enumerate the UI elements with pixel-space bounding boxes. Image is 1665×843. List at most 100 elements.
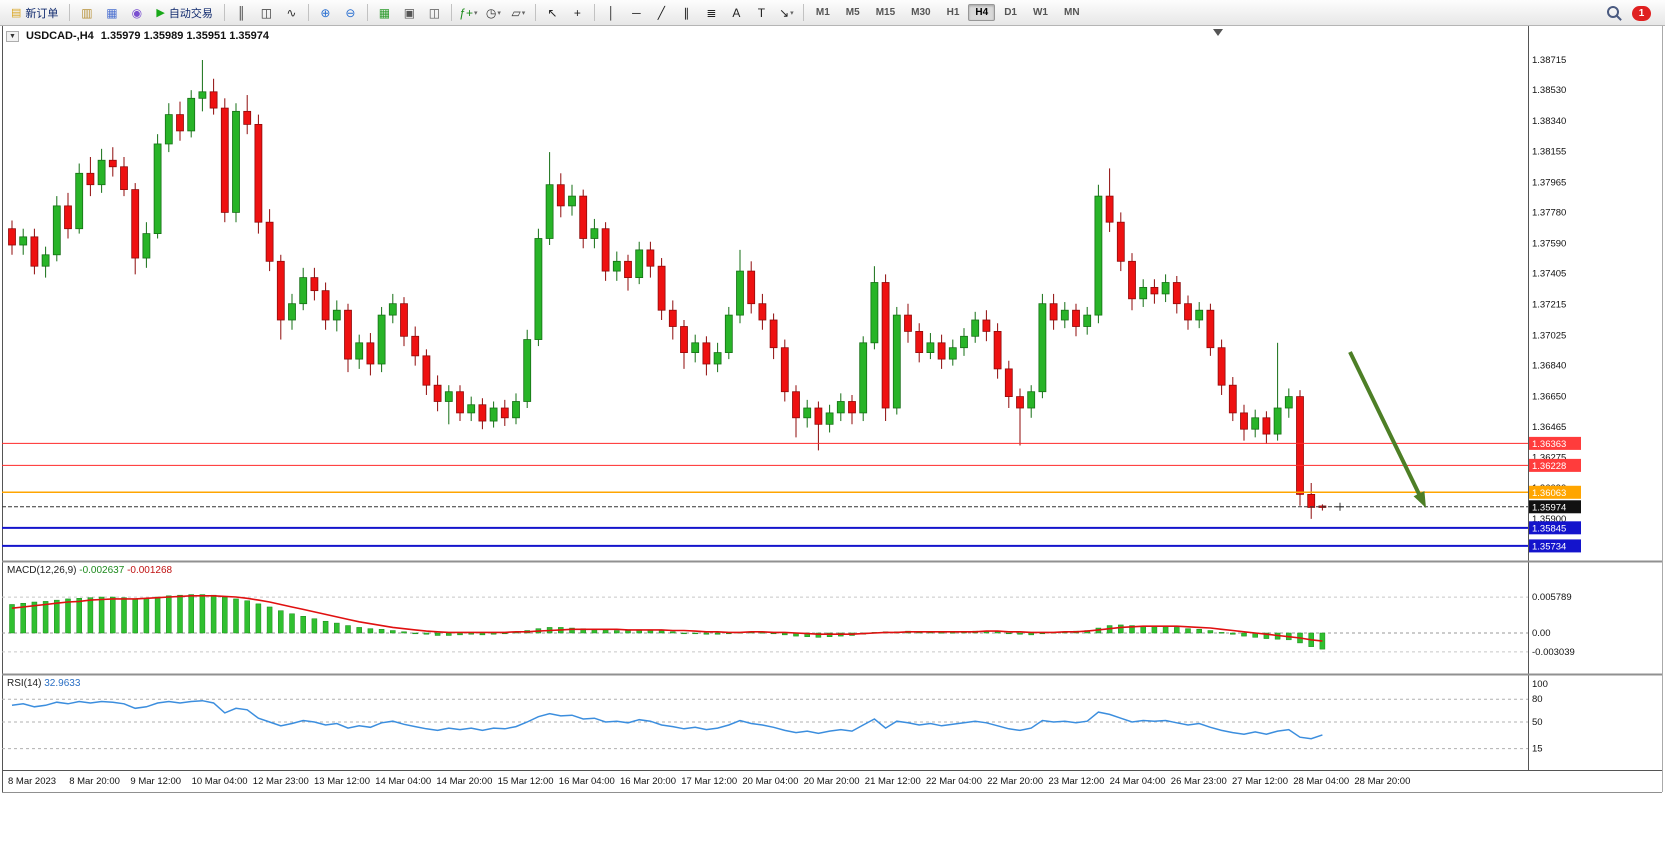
candle-body <box>467 404 476 414</box>
autotrading-button[interactable]: ▶ 自动交易 <box>149 2 219 24</box>
timeframe-mn[interactable]: MN <box>1063 7 1080 18</box>
macd-signal-value: -0.001268 <box>127 565 173 576</box>
tile-vertical-icon[interactable]: ◫ <box>422 2 447 24</box>
timeframe-m15[interactable]: M15 <box>875 7 896 18</box>
candle-body <box>41 254 50 267</box>
candle-body <box>299 277 308 305</box>
timeframe-m1[interactable]: M1 <box>815 7 830 18</box>
macd-histogram-bar <box>322 620 329 634</box>
cursor-icon[interactable]: ↖ <box>540 2 565 24</box>
toolbar-separator <box>69 4 71 21</box>
search-icon[interactable] <box>1607 5 1622 21</box>
macd-histogram-bar <box>1017 632 1023 635</box>
refresh-icon[interactable]: ◉ <box>124 2 149 24</box>
zoom-in-icon: ⊕ <box>320 5 331 20</box>
candle-body <box>960 335 968 349</box>
zoom-in-icon[interactable]: ⊕ <box>313 2 338 24</box>
macd-histogram-bar <box>1196 629 1202 634</box>
time-axis-label: 26 Mar 23:00 <box>1171 776 1227 787</box>
candle-body <box>332 309 341 321</box>
text-icon[interactable]: A <box>724 2 749 24</box>
text-label-icon[interactable]: T <box>749 2 774 24</box>
candle-body <box>1307 493 1316 508</box>
candle-body <box>1184 303 1192 321</box>
templates-icon[interactable]: ▱ ▾ <box>506 2 531 24</box>
timeframe-m5[interactable]: M5 <box>845 7 860 18</box>
candle-body <box>86 172 95 186</box>
current-price-tag-text: 1.35974 <box>1532 502 1566 513</box>
candle-body <box>646 249 655 267</box>
candle-body <box>1072 309 1080 327</box>
fibonacci-icon[interactable]: ≣ <box>699 2 724 24</box>
templates-icon: ▱ <box>511 5 521 20</box>
time-axis-label: 10 Mar 04:00 <box>192 776 248 787</box>
charts-icon[interactable]: ▥ <box>74 2 99 24</box>
timeframe-m30[interactable]: M30 <box>911 7 931 18</box>
macd-histogram-bar <box>714 632 721 635</box>
candle-body <box>478 404 487 422</box>
line-chart-icon[interactable]: ∿ <box>279 2 304 24</box>
horizontal-line-icon: ─ <box>632 5 641 20</box>
candle-body <box>948 347 957 360</box>
macd-histogram-bar <box>1129 625 1135 634</box>
candle-body <box>120 166 128 190</box>
candle-body <box>276 260 285 321</box>
arrows-icon[interactable]: ↘ ▾ <box>774 2 799 24</box>
macd-histogram-bar <box>188 594 194 634</box>
timeframe-d1[interactable]: D1 <box>1004 7 1017 18</box>
new-order-button[interactable]: ▤ 新订单 <box>4 2 65 24</box>
crosshair-icon[interactable]: + <box>565 2 590 24</box>
macd-histogram-bar <box>9 604 15 634</box>
candle-body <box>1150 286 1159 295</box>
candle-body <box>534 238 543 340</box>
candle-body <box>8 228 16 246</box>
macd-histogram-bar <box>1174 627 1180 634</box>
channel-icon[interactable]: ∥ <box>674 2 699 24</box>
candle-body <box>1161 282 1170 295</box>
price-axis-label: 1.36840 <box>1532 361 1566 372</box>
candle-body <box>859 342 868 414</box>
bar-chart-icon[interactable]: ║ <box>229 2 254 24</box>
price-tags: 1.36363 1.36228 1.36063 1.35845 1.35734 1.359… <box>1529 436 1581 553</box>
profiles-icon[interactable]: ▦ <box>99 2 124 24</box>
candle-body <box>355 342 364 360</box>
toolbar-right-group: 1 <box>1607 0 1651 26</box>
timeframe-w1[interactable]: W1 <box>1032 7 1048 18</box>
cascade-windows-icon[interactable]: ▣ <box>397 2 422 24</box>
indicators-icon[interactable]: ƒ+ ▾ <box>456 2 481 24</box>
one-click-trading-toggle[interactable]: ▼ <box>6 30 19 42</box>
periods-icon[interactable]: ◷ ▾ <box>481 2 506 24</box>
candle-body <box>512 401 520 419</box>
tile-windows-icon: ▦ <box>378 5 391 20</box>
timeframe-h4[interactable]: H4 <box>968 4 996 21</box>
trend-arrow[interactable] <box>1348 351 1426 508</box>
candle-body <box>523 339 532 402</box>
candle-body <box>601 228 610 272</box>
candle-body <box>243 110 252 125</box>
macd-histogram-bar <box>401 631 407 634</box>
rsi-name: RSI(14) <box>7 678 42 689</box>
time-axis-label: 23 Mar 12:00 <box>1048 776 1104 787</box>
toolbar-separator <box>534 4 536 21</box>
candle-body <box>444 391 453 402</box>
price-axis-label: 1.35900 <box>1532 514 1566 525</box>
candle-body <box>108 159 117 168</box>
horizontal-line-icon[interactable]: ─ <box>624 2 649 24</box>
notification-badge[interactable]: 1 <box>1632 5 1651 21</box>
trendline-icon[interactable]: ╱ <box>649 2 674 24</box>
chart-shift-marker[interactable] <box>1213 29 1223 36</box>
macd-histogram-bar <box>98 596 105 634</box>
macd-panel: 0.005789 0.00 -0.003039 <box>2 592 1575 658</box>
time-axis-label: 15 Mar 12:00 <box>498 776 554 787</box>
vertical-line-icon[interactable]: │ <box>599 2 624 24</box>
candlestick-icon[interactable]: ◫ <box>254 2 279 24</box>
new-order-button-label: 新订单 <box>25 7 59 20</box>
candle-body <box>702 342 711 365</box>
macd-histogram-bar <box>1028 632 1034 636</box>
tile-windows-icon[interactable]: ▦ <box>372 2 397 24</box>
macd-histogram-bar <box>166 595 172 634</box>
timeframe-h1[interactable]: H1 <box>946 7 960 18</box>
zoom-out-icon[interactable]: ⊖ <box>338 2 363 24</box>
candle-body <box>321 290 330 321</box>
